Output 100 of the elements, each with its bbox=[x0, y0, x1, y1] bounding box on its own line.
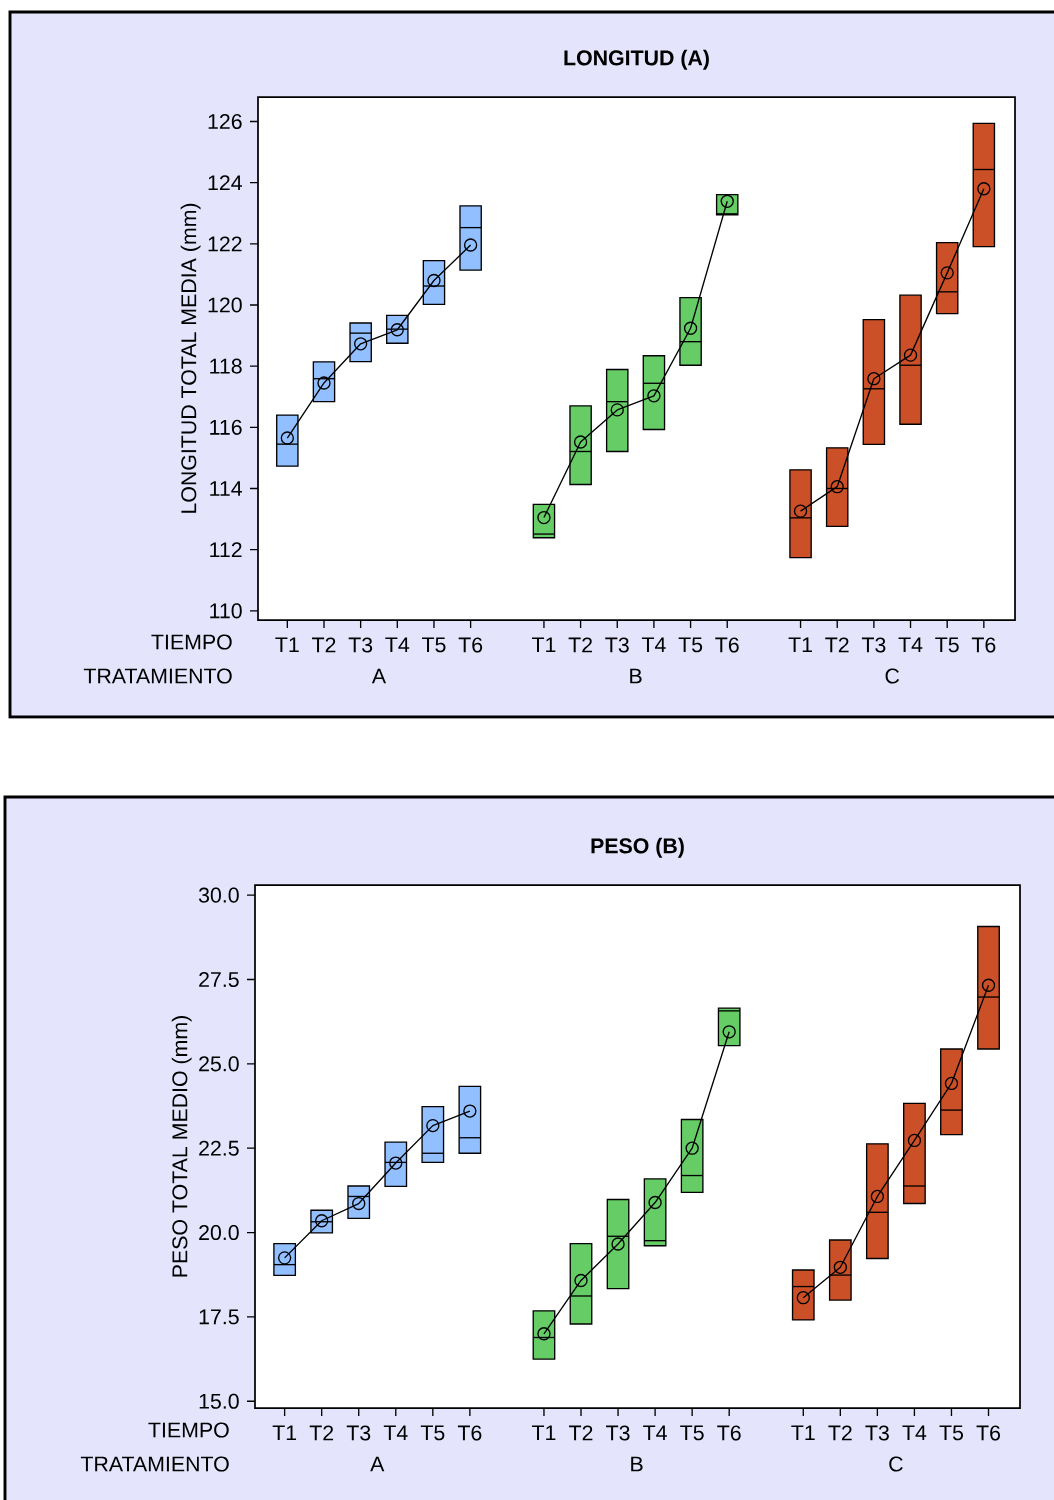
point bbox=[389, 1156, 403, 1170]
text: A bbox=[371, 668, 387, 684]
point bbox=[317, 376, 331, 390]
x-tick-label: T2 bbox=[312, 637, 336, 653]
point bbox=[940, 266, 954, 280]
x-tick-label: T5 bbox=[422, 637, 446, 653]
x-tick-label: T1 bbox=[272, 1425, 297, 1441]
x-tick-label: T4 bbox=[641, 637, 666, 653]
x-tick-label: T1 bbox=[531, 1425, 556, 1441]
x-tick-label: T3 bbox=[348, 637, 373, 653]
point bbox=[944, 1076, 959, 1091]
point bbox=[574, 1273, 588, 1288]
x-tick-label: T6 bbox=[457, 1425, 482, 1441]
y-tick-label: 15.0 bbox=[199, 1393, 239, 1409]
point bbox=[390, 323, 404, 337]
point bbox=[648, 1195, 662, 1210]
x-tick-label: T4 bbox=[898, 637, 923, 653]
x-tick-label: T6 bbox=[976, 1425, 1001, 1441]
y-tick-label: 118 bbox=[210, 358, 242, 374]
x-tick-label: T4 bbox=[902, 1425, 927, 1441]
point bbox=[463, 1104, 477, 1118]
text: C bbox=[885, 668, 900, 684]
point bbox=[610, 403, 624, 417]
point bbox=[685, 1141, 699, 1155]
text: B bbox=[631, 1456, 643, 1472]
text: TRATAMIENTO bbox=[83, 668, 232, 684]
y-tick-label: 17.5 bbox=[199, 1309, 239, 1325]
x-tick-label: T6 bbox=[971, 637, 996, 653]
x-tick-label: T2 bbox=[568, 637, 592, 653]
point bbox=[426, 1118, 440, 1133]
point bbox=[573, 435, 588, 449]
x-tick-label: T2 bbox=[828, 1425, 852, 1441]
y-tick-label: 122 bbox=[208, 236, 242, 252]
x-tick-label: T3 bbox=[861, 637, 886, 653]
chart-title: LONGITUD (A) bbox=[564, 49, 709, 70]
x-tick-label: T5 bbox=[935, 637, 959, 653]
x-tick-label: T1 bbox=[791, 1425, 815, 1441]
x-tick-label: T6 bbox=[458, 637, 483, 653]
point bbox=[977, 182, 991, 196]
x-tick-label: T5 bbox=[420, 1425, 445, 1441]
x-tick-label: T1 bbox=[531, 637, 556, 653]
y-tick-label: 116 bbox=[210, 419, 242, 435]
text: TIEMPO bbox=[148, 1422, 229, 1438]
point bbox=[277, 1251, 292, 1265]
y-axis-title: PESO TOTAL MEDIO (mm) bbox=[171, 1016, 192, 1277]
point bbox=[903, 348, 918, 362]
y-tick-label: 25.0 bbox=[199, 1056, 239, 1072]
point bbox=[537, 1327, 551, 1341]
x-tick-label: T4 bbox=[643, 1425, 667, 1441]
point bbox=[722, 1025, 736, 1039]
point bbox=[427, 273, 441, 288]
y-tick-label: 27.5 bbox=[199, 971, 239, 988]
point bbox=[463, 238, 478, 252]
y-tick-label: 30.0 bbox=[198, 887, 239, 903]
point bbox=[647, 389, 661, 403]
y-axis-title: LONGITUD TOTAL MEDIA (mm) bbox=[180, 203, 201, 513]
x-tick-label: T6 bbox=[717, 1425, 741, 1441]
x-tick-label: T3 bbox=[346, 1425, 371, 1441]
x-tick-label: T2 bbox=[825, 637, 849, 653]
x-tick-label: T3 bbox=[865, 1425, 889, 1441]
x-tick-label: T3 bbox=[605, 637, 629, 653]
x-tick-label: T4 bbox=[385, 637, 410, 653]
point bbox=[796, 1291, 810, 1305]
point bbox=[280, 431, 294, 445]
x-tick-label: T1 bbox=[275, 637, 299, 653]
point bbox=[683, 321, 698, 335]
x-tick-label: T2 bbox=[569, 1425, 593, 1441]
point bbox=[981, 978, 996, 992]
point bbox=[720, 194, 734, 208]
y-tick-label: 124 bbox=[208, 175, 242, 191]
x-tick-label: T3 bbox=[606, 1425, 630, 1441]
y-tick-label: 112 bbox=[210, 542, 242, 558]
point bbox=[353, 337, 368, 351]
x-tick-label: T5 bbox=[680, 1425, 704, 1441]
chart-title: PESO (B) bbox=[591, 837, 684, 858]
point bbox=[870, 1189, 885, 1204]
y-tick-label: 126 bbox=[208, 113, 242, 130]
text: B bbox=[630, 668, 642, 684]
point bbox=[867, 372, 881, 386]
text: A bbox=[370, 1456, 385, 1472]
x-tick-label: T6 bbox=[715, 637, 739, 653]
y-tick-label: 120 bbox=[208, 297, 242, 313]
point bbox=[830, 479, 844, 494]
text: C bbox=[889, 1456, 903, 1472]
point bbox=[315, 1214, 329, 1228]
x-tick-label: T1 bbox=[788, 637, 812, 653]
point bbox=[833, 1260, 847, 1274]
point bbox=[537, 510, 551, 525]
text: TRATAMIENTO bbox=[80, 1456, 229, 1472]
point bbox=[907, 1133, 922, 1148]
x-tick-label: T5 bbox=[939, 1425, 964, 1441]
y-tick-label: 22.5 bbox=[199, 1140, 239, 1156]
text: TIEMPO bbox=[151, 634, 232, 650]
x-tick-label: T5 bbox=[678, 637, 703, 653]
x-tick-label: T2 bbox=[309, 1425, 334, 1441]
y-tick-label: 110 bbox=[210, 603, 242, 619]
point bbox=[352, 1196, 366, 1211]
y-tick-label: 114 bbox=[210, 481, 242, 496]
point bbox=[611, 1237, 625, 1251]
point bbox=[793, 504, 808, 518]
